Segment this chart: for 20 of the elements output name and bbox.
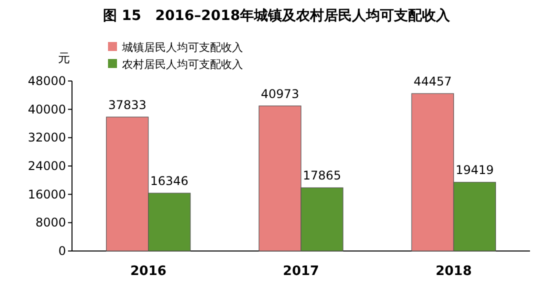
x-tick-label: 2018 <box>436 264 472 279</box>
data-label: 44457 <box>414 74 452 89</box>
x-tick-label: 2017 <box>282 264 320 279</box>
y-tick-label: 0 <box>58 244 66 258</box>
y-tick-label: 24000 <box>28 159 66 173</box>
chart-title: 图 15 2016–2018年城镇及农村居民人均可支配收入 <box>102 8 452 24</box>
y-tick-label: 8000 <box>35 216 66 230</box>
data-label: 40973 <box>260 86 300 101</box>
y-tick-label: 40000 <box>28 102 66 116</box>
y-tick-label: 32000 <box>28 130 66 145</box>
data-label: 16346 <box>150 174 188 188</box>
legend-label: 农村居民人均可支配收入 <box>122 58 243 71</box>
x-tick-label: 2016 <box>130 264 166 279</box>
data-label: 37833 <box>108 98 146 112</box>
y-axis-title: 元 <box>58 51 70 65</box>
y-tick-label: 48000 <box>28 74 66 88</box>
legend-label: 城镇居民人均可支配收入 <box>121 41 243 54</box>
data-label: 19419 <box>456 163 494 178</box>
y-tick-label: 16000 <box>28 187 66 202</box>
data-label: 17865 <box>302 168 342 183</box>
